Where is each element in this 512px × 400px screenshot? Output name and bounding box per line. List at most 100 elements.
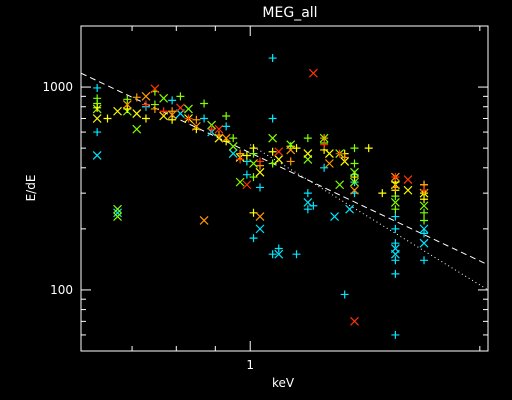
data-point-plus	[292, 144, 301, 153]
data-point-plus	[391, 205, 400, 214]
data-point-plus	[391, 183, 400, 192]
data-point-plus	[93, 103, 102, 112]
data-point-plus	[420, 186, 429, 195]
data-point-x	[242, 180, 252, 190]
data-point-x	[274, 154, 284, 164]
data-point-plus	[340, 153, 349, 162]
data-point-x	[113, 204, 122, 214]
data-point-x	[92, 151, 102, 160]
data-point-x	[324, 149, 334, 159]
data-point-plus	[222, 112, 231, 121]
data-point-plus	[256, 157, 265, 166]
data-point-x	[113, 106, 122, 116]
data-point-x	[191, 121, 201, 131]
data-point-plus	[123, 104, 132, 113]
x-tick-label: 1	[246, 358, 254, 372]
data-point-plus	[391, 269, 400, 278]
data-point-x	[167, 110, 177, 120]
y-tick-label: 1000	[42, 80, 73, 94]
data-point-x	[184, 104, 193, 114]
data-point-plus	[168, 96, 177, 105]
data-point-plus	[249, 173, 258, 182]
data-point-plus	[141, 114, 150, 123]
data-point-plus	[268, 250, 277, 259]
y-axis-label: E/dE	[24, 175, 38, 202]
data-point-plus	[286, 142, 295, 151]
data-point-plus	[420, 216, 429, 225]
data-point-plus	[350, 173, 359, 182]
data-point-x	[92, 114, 102, 123]
data-point-x	[419, 224, 429, 234]
data-point-plus	[168, 115, 177, 124]
data-point-x	[350, 177, 359, 187]
chart-title: MEG_all	[262, 5, 317, 21]
data-point-plus	[303, 134, 312, 143]
data-point-plus	[391, 212, 400, 221]
data-point-plus	[159, 107, 168, 116]
data-point-x	[403, 175, 413, 184]
data-point-plus	[268, 114, 277, 123]
data-point-plus	[303, 189, 312, 198]
data-point-x	[175, 103, 185, 113]
data-point-plus	[200, 99, 209, 108]
data-point-plus	[320, 140, 329, 149]
data-point-x	[350, 316, 359, 326]
data-point-plus	[176, 92, 185, 101]
data-point-x	[390, 249, 400, 259]
data-point-x	[113, 208, 122, 218]
data-point-x	[274, 147, 284, 157]
data-point-x	[199, 216, 209, 225]
data-point-plus	[340, 290, 349, 299]
data-point-x	[235, 177, 245, 187]
data-point-x	[122, 100, 132, 109]
data-point-plus	[242, 170, 251, 179]
data-point-x	[255, 212, 265, 221]
data-point-plus	[303, 205, 312, 214]
data-point-plus	[350, 159, 359, 168]
plot-frame	[80, 25, 489, 352]
data-point-plus	[200, 114, 209, 123]
data-point-plus	[229, 134, 238, 143]
data-point-plus	[335, 149, 344, 158]
data-point-x	[390, 197, 400, 207]
data-point-x	[335, 180, 345, 190]
data-point-plus	[249, 234, 258, 243]
data-point-plus	[391, 239, 400, 248]
data-point-x	[345, 204, 355, 214]
data-point-plus	[249, 144, 258, 153]
reference-line-dotted	[249, 144, 488, 291]
data-point-x	[303, 149, 313, 159]
data-point-x	[150, 84, 160, 94]
data-point-x	[159, 93, 169, 103]
data-point-x	[350, 167, 359, 177]
data-point-plus	[132, 93, 141, 102]
data-point-x	[132, 109, 142, 119]
data-point-plus	[93, 128, 102, 137]
data-point-plus	[320, 163, 329, 172]
data-point-x	[303, 197, 313, 207]
data-point-plus	[168, 107, 177, 116]
data-point-plus	[391, 330, 400, 339]
data-point-x	[159, 111, 169, 121]
data-point-x	[350, 185, 359, 195]
data-point-plus	[242, 151, 251, 160]
data-point-plus	[268, 147, 277, 156]
data-point-x	[228, 149, 238, 159]
data-point-x	[340, 156, 350, 166]
data-point-plus	[420, 229, 429, 238]
data-point-plus	[207, 125, 216, 134]
axis-ticks: 1 100 1000	[42, 25, 488, 372]
data-point-plus	[192, 115, 201, 124]
data-point-plus	[364, 144, 373, 153]
data-point-x	[286, 145, 296, 155]
data-point-x	[132, 124, 142, 134]
data-points	[92, 54, 429, 339]
data-point-plus	[236, 155, 245, 164]
x-axis-label: keV	[272, 376, 295, 390]
data-point-x	[403, 185, 413, 195]
data-point-plus	[350, 144, 359, 153]
data-point-plus	[391, 173, 400, 182]
data-point-plus	[286, 157, 295, 166]
data-point-x	[308, 68, 318, 78]
data-point-plus	[420, 256, 429, 265]
